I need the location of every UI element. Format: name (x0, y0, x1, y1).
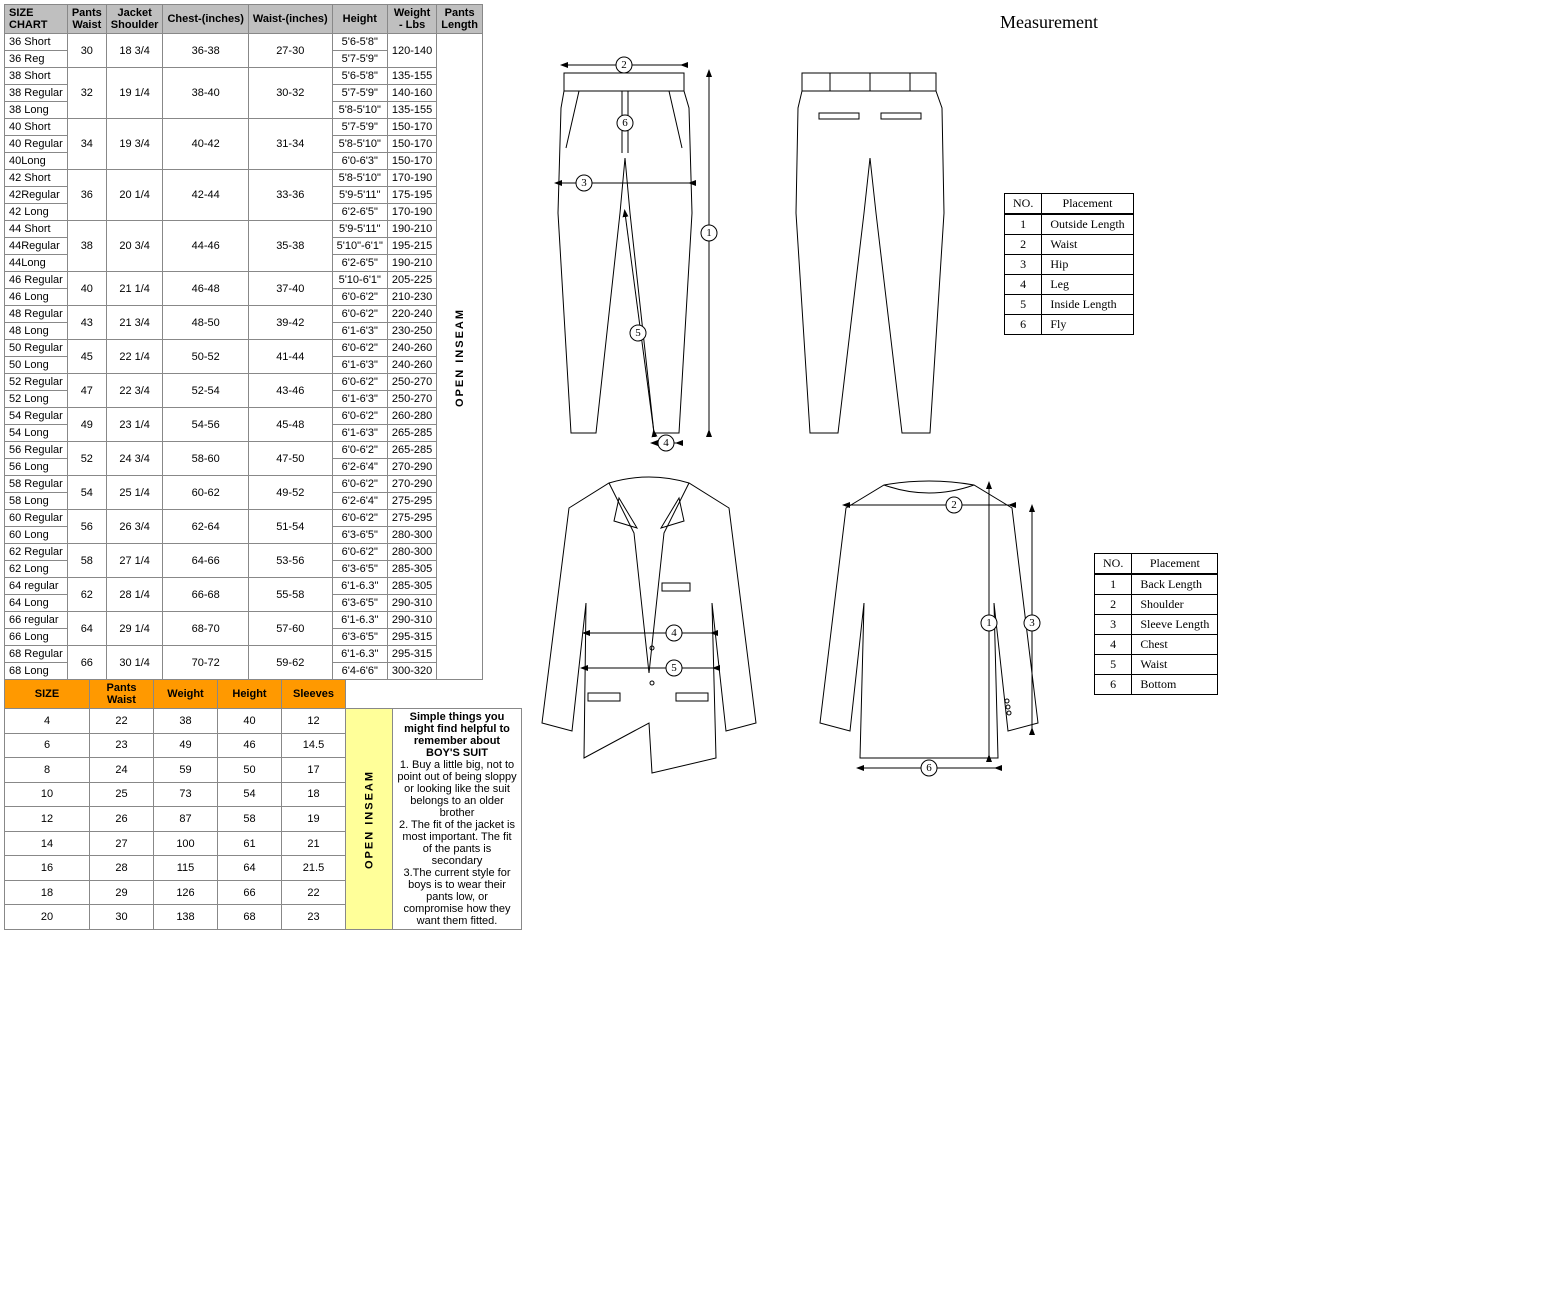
page-title: Measurement (534, 12, 1564, 33)
jacket-placement-table: NO.Placement 1Back Length2Shoulder3Sleev… (1094, 553, 1218, 695)
pants-front-diagram: 2 1 3 6 5 4 (534, 53, 734, 453)
table-row: 38 Short3219 1/438-4030-325'6-5'8"135-15… (5, 68, 483, 85)
boys-size-chart: SIZEPantsWaistWeightHeightSleeves 422384… (4, 679, 522, 930)
col-header: Height (332, 5, 387, 34)
table-row: 6Fly (1005, 315, 1134, 335)
table-row: 66 regular6429 1/468-7057-606'1-6.3"290-… (5, 612, 483, 629)
table-row: 4Chest (1095, 635, 1218, 655)
table-row: 64 regular6228 1/466-6855-586'1-6.3"285-… (5, 578, 483, 595)
col-header: Chest-(inches) (163, 5, 248, 34)
table-row: 56 Regular5224 3/458-6047-506'0-6'2"265-… (5, 442, 483, 459)
col-header: Sleeves (282, 680, 346, 709)
table-row: 68 Regular6630 1/470-7259-626'1-6.3"295-… (5, 646, 483, 663)
svg-text:5: 5 (635, 327, 641, 339)
table-row: 422384012OPEN INSEAMSimple things you mi… (5, 709, 522, 734)
table-row: 36 Short3018 3/436-3827-305'6-5'8"120-14… (5, 34, 483, 51)
svg-text:1: 1 (986, 617, 992, 629)
open-inseam-label: OPEN INSEAM (346, 709, 393, 930)
col-header: PantsWaist (90, 680, 154, 709)
table-row: 3Sleeve Length (1095, 615, 1218, 635)
jacket-front-diagram: 4 5 (534, 473, 764, 793)
main-size-chart: SIZECHARTPantsWaistJacketShoulderChest-(… (4, 4, 483, 680)
table-row: 62 Regular5827 1/464-6653-566'0-6'2"280-… (5, 544, 483, 561)
svg-text:6: 6 (622, 117, 628, 129)
svg-text:4: 4 (671, 627, 677, 639)
jacket-diagrams: 4 5 2 1 3 6 NO.Placement 1Back Lengt (534, 473, 1564, 793)
table-row: 44 Short3820 3/444-4635-385'9-5'11"190-2… (5, 221, 483, 238)
table-row: 58 Regular5425 1/460-6249-526'0-6'2"270-… (5, 476, 483, 493)
svg-text:3: 3 (1029, 617, 1035, 629)
pants-placement-table: NO.Placement 1Outside Length2Waist3Hip4L… (1004, 193, 1134, 335)
table-row: 42 Short3620 1/442-4433-365'8-5'10"170-1… (5, 170, 483, 187)
svg-text:2: 2 (951, 499, 957, 511)
table-row: 46 Regular4021 1/446-4837-405'10-6'1"205… (5, 272, 483, 289)
pants-back-diagram (784, 53, 954, 453)
table-row: 60 Regular5626 3/462-6451-546'0-6'2"275-… (5, 510, 483, 527)
svg-text:2: 2 (621, 59, 627, 71)
table-row: 1Outside Length (1005, 214, 1134, 235)
col-header: Height (218, 680, 282, 709)
col-header: PantsLength (437, 5, 483, 34)
table-row: 3Hip (1005, 255, 1134, 275)
svg-text:5: 5 (671, 662, 677, 674)
col-header: PantsWaist (67, 5, 106, 34)
table-row: 1Back Length (1095, 574, 1218, 595)
table-row: 52 Regular4722 3/452-5443-466'0-6'2"250-… (5, 374, 483, 391)
table-row: 5Inside Length (1005, 295, 1134, 315)
col-header: JacketShoulder (106, 5, 163, 34)
table-row: 2Shoulder (1095, 595, 1218, 615)
table-row: 40 Short3419 3/440-4231-345'7-5'9"150-17… (5, 119, 483, 136)
table-row: 54 Regular4923 1/454-5645-486'0-6'2"260-… (5, 408, 483, 425)
table-row: 50 Regular4522 1/450-5241-446'0-6'2"240-… (5, 340, 483, 357)
svg-text:3: 3 (581, 177, 587, 189)
table-row: 48 Regular4321 3/448-5039-426'0-6'2"220-… (5, 306, 483, 323)
table-row: 5Waist (1095, 655, 1218, 675)
open-inseam-label: OPEN INSEAM (437, 34, 483, 680)
col-header: Weight- Lbs (387, 5, 436, 34)
col-header: SIZE (5, 680, 90, 709)
svg-text:6: 6 (926, 762, 932, 774)
col-header: Weight (154, 680, 218, 709)
col-header: SIZECHART (5, 5, 68, 34)
boys-tips: Simple things you might find helpful to … (393, 709, 522, 930)
table-row: 4Leg (1005, 275, 1134, 295)
col-header: Waist-(inches) (248, 5, 332, 34)
svg-text:4: 4 (663, 437, 669, 449)
svg-text:1: 1 (706, 227, 712, 239)
pants-diagrams: 2 1 3 6 5 4 NO.Pla (534, 53, 1564, 453)
table-row: 2Waist (1005, 235, 1134, 255)
jacket-back-diagram: 2 1 3 6 (814, 473, 1044, 793)
table-row: 6Bottom (1095, 675, 1218, 695)
